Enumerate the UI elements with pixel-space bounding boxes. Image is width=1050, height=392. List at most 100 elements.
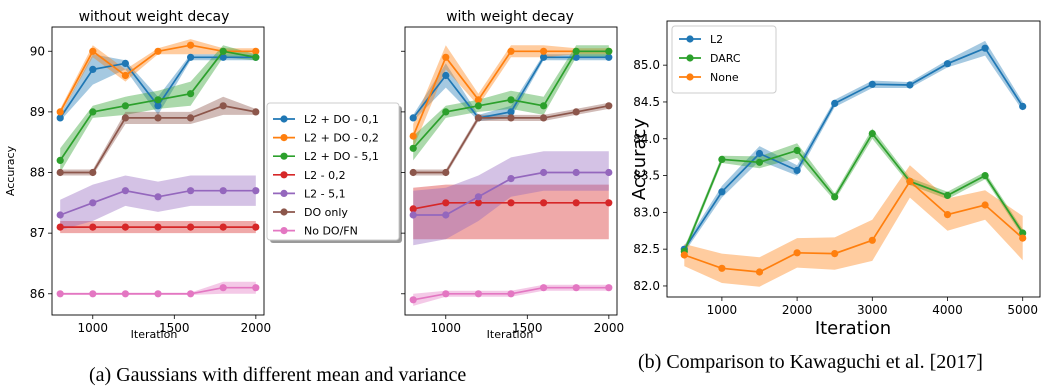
data-point: [755, 158, 764, 166]
legend-swatch-marker: [280, 115, 288, 123]
data-point: [981, 201, 989, 209]
data-point: [154, 96, 162, 104]
x-tick-label: 5000: [1007, 303, 1038, 317]
x-tick-label: 1500: [512, 321, 543, 335]
y-tick-label: 83.0: [633, 205, 660, 219]
x-tick-label: 2000: [782, 303, 813, 317]
data-point: [540, 114, 548, 122]
data-point: [89, 65, 97, 73]
x-tick-label: 1000: [707, 303, 738, 317]
legend-box: [266, 102, 400, 241]
data-point: [718, 188, 726, 196]
data-point: [474, 199, 482, 207]
data-point: [540, 284, 548, 292]
data-point: [474, 193, 482, 201]
series-line: [683, 47, 1024, 250]
data-point: [572, 108, 580, 116]
data-point: [409, 168, 417, 177]
data-point: [56, 211, 64, 219]
data-point: [540, 199, 548, 207]
data-point: [442, 199, 450, 207]
legend-swatch-marker: [280, 227, 288, 235]
data-point: [409, 132, 417, 140]
data-point: [1019, 229, 1027, 237]
y-tick-label: 83.5: [633, 169, 660, 183]
y-tick-label: 84.0: [633, 132, 660, 146]
data-point: [89, 223, 97, 231]
data-point: [605, 102, 613, 110]
y-axis-label: Accuracy: [4, 145, 17, 196]
data-point: [409, 205, 417, 213]
data-point: [943, 60, 952, 68]
data-point: [219, 102, 227, 110]
x-tick-label: 2000: [594, 321, 625, 335]
legend-swatch-marker: [280, 189, 288, 197]
legend-label: L2: [710, 33, 723, 46]
data-point: [793, 166, 801, 174]
chart-without-weight-decay: without weight decay 1000 1500 2000 86 87 88 8…: [4, 9, 271, 341]
y-tick-label: 90: [30, 44, 45, 58]
series-band: [413, 45, 609, 149]
data-point: [252, 53, 260, 61]
data-point: [121, 59, 129, 67]
data-point: [442, 53, 450, 61]
data-point: [474, 96, 482, 104]
x-tick-label: 3000: [857, 303, 888, 317]
legend-label: L2 + DO - 5,1: [304, 150, 379, 163]
data-point: [680, 251, 688, 259]
series-band: [60, 281, 256, 295]
data-point: [154, 47, 162, 55]
chart-title: without weight decay: [79, 9, 230, 25]
data-point: [219, 187, 227, 195]
data-point: [507, 290, 515, 298]
data-point: [718, 264, 726, 272]
data-point: [187, 90, 195, 98]
data-point: [605, 53, 613, 61]
data-point: [718, 155, 726, 163]
data-point: [219, 53, 227, 61]
data-point: [187, 223, 195, 231]
data-point: [540, 168, 548, 177]
data-point: [442, 108, 450, 116]
data-point: [121, 71, 129, 80]
data-point: [507, 114, 515, 122]
data-point: [252, 47, 260, 55]
legend-swatch-marker: [686, 73, 694, 81]
series-line: [683, 132, 1024, 252]
data-point: [187, 187, 195, 195]
data-point: [121, 102, 129, 110]
data-point: [442, 71, 450, 80]
data-point: [442, 168, 450, 177]
series-band: [60, 175, 256, 231]
data-point: [831, 193, 839, 201]
data-point: [793, 249, 801, 257]
data-point: [981, 172, 989, 180]
data-point: [187, 53, 195, 61]
y-tick-label: 89: [30, 105, 45, 119]
legend-label: L2 - 0,2: [304, 169, 346, 182]
y-axis-label: Accuracy: [629, 118, 650, 201]
data-point: [121, 290, 129, 298]
data-point: [154, 223, 162, 231]
data-point: [906, 81, 914, 89]
data-point: [474, 114, 482, 122]
data-point: [121, 223, 129, 231]
data-point: [187, 41, 195, 49]
legend-label: None: [710, 71, 739, 84]
legend: L2 DARC None: [671, 25, 777, 94]
data-point: [89, 290, 97, 298]
data-point: [252, 108, 260, 116]
data-point: [252, 187, 260, 195]
y-tick-label: 86: [30, 287, 45, 301]
data-point: [755, 149, 764, 158]
x-axis-label: Iteration: [487, 328, 534, 341]
chart-title: with weight decay: [446, 9, 574, 25]
legend-label: DO only: [304, 206, 348, 219]
data-point: [605, 47, 613, 55]
data-point: [1019, 234, 1027, 242]
data-point: [252, 223, 260, 231]
data-point: [89, 168, 97, 177]
legend-swatch-marker: [686, 35, 694, 43]
series-band: [413, 184, 609, 240]
